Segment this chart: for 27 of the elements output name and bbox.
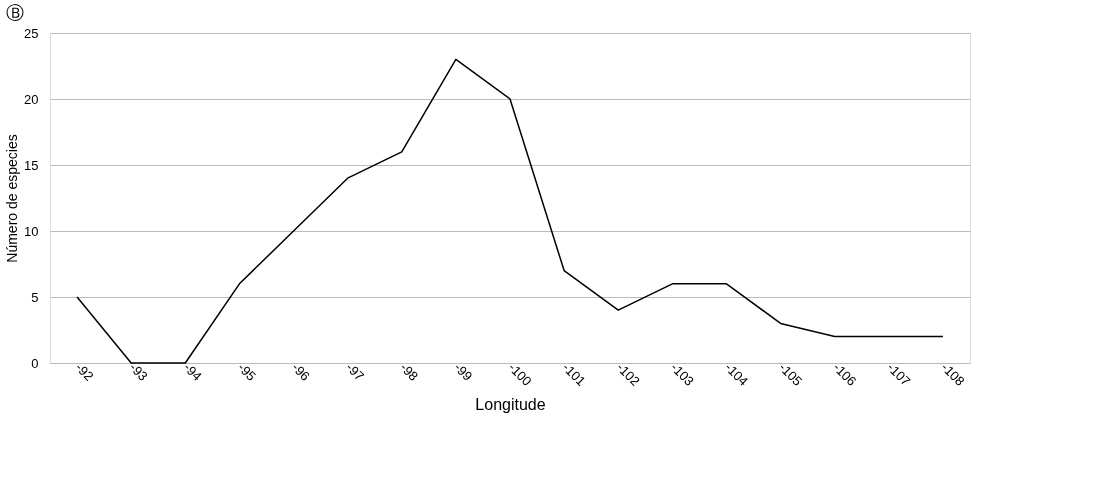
x-axis-title: Longitude bbox=[475, 395, 546, 413]
y-tick-label: 5 bbox=[31, 289, 39, 305]
x-tick-label: -106 bbox=[830, 359, 860, 389]
x-tick-label: -105 bbox=[776, 359, 806, 389]
x-tick-label: -108 bbox=[938, 359, 968, 389]
x-tick-label: -97 bbox=[343, 359, 368, 384]
x-tick-label: -92 bbox=[72, 359, 97, 384]
x-tick-label: -96 bbox=[289, 359, 313, 384]
chart-title: Ⓑ bbox=[5, 3, 24, 23]
x-tick-label: -104 bbox=[722, 359, 752, 389]
x-tick-label: -98 bbox=[397, 359, 422, 384]
y-tick-label: 25 bbox=[24, 25, 39, 41]
x-tick-label: -107 bbox=[884, 359, 914, 389]
x-tick-label: -102 bbox=[613, 359, 643, 389]
line-series bbox=[76, 58, 944, 364]
x-tick-label: -94 bbox=[180, 359, 205, 384]
y-tick-label: 15 bbox=[24, 157, 39, 173]
y-tick-label: 10 bbox=[24, 223, 39, 239]
x-tick-label: -103 bbox=[667, 359, 697, 389]
y-axis-title: Número de especies bbox=[4, 134, 21, 263]
y-tick-label: 0 bbox=[31, 355, 39, 371]
y-tick-label: 20 bbox=[24, 91, 39, 107]
x-tick-label: -100 bbox=[505, 359, 535, 389]
x-tick-label: -93 bbox=[126, 359, 151, 384]
x-tick-label: -95 bbox=[234, 359, 259, 384]
x-tick-label: -101 bbox=[559, 359, 589, 389]
x-tick-label: -99 bbox=[451, 359, 476, 384]
